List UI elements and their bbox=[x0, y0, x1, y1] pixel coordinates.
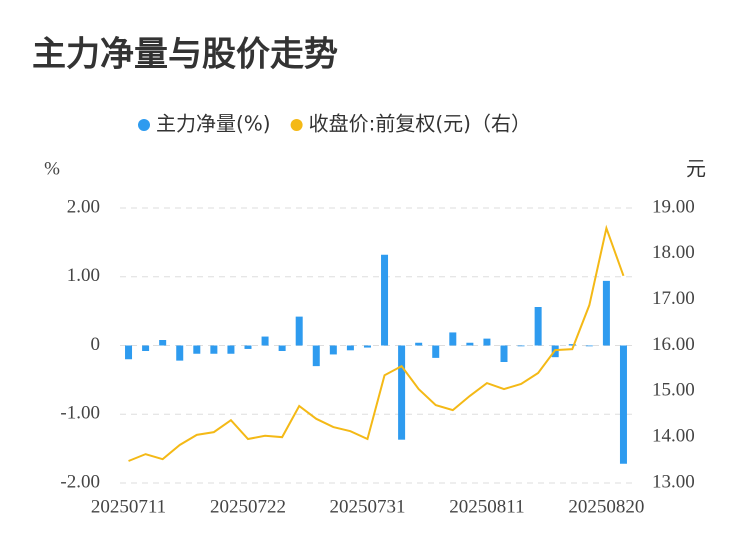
y2-axis-unit: 元 bbox=[686, 157, 706, 181]
x-tick-label: 20250731 bbox=[329, 496, 405, 517]
bar bbox=[483, 338, 491, 346]
bar bbox=[159, 340, 167, 346]
legend-label: 主力净量(%) bbox=[156, 112, 271, 136]
bar bbox=[619, 345, 627, 464]
y2-tick-label: 16.00 bbox=[652, 334, 695, 355]
y-tick-label: 2.00 bbox=[67, 196, 100, 217]
line bbox=[128, 224, 625, 462]
bar bbox=[329, 345, 337, 355]
y-axis-unit: % bbox=[44, 158, 60, 179]
bar bbox=[210, 345, 218, 354]
y-tick-label: -2.00 bbox=[60, 471, 100, 492]
bar bbox=[568, 344, 576, 346]
bar bbox=[432, 345, 440, 358]
bar bbox=[312, 345, 320, 367]
x-tick-label: 20250820 bbox=[568, 496, 644, 517]
y2-tick-label: 17.00 bbox=[652, 288, 695, 309]
bar bbox=[381, 254, 389, 346]
bar bbox=[295, 316, 303, 346]
bar bbox=[261, 336, 269, 346]
bar bbox=[449, 332, 457, 346]
bar bbox=[500, 345, 508, 362]
chart-title: 主力净量与股价走势 bbox=[32, 35, 338, 75]
bar bbox=[398, 345, 406, 440]
bar bbox=[517, 345, 525, 347]
bar bbox=[466, 342, 474, 346]
bar bbox=[534, 307, 542, 346]
bar bbox=[227, 345, 235, 354]
x-tick-label: 20250711 bbox=[91, 496, 166, 517]
legend-marker bbox=[290, 119, 303, 131]
y2-tick-label: 14.00 bbox=[652, 426, 695, 447]
bar bbox=[602, 280, 610, 346]
bar bbox=[244, 345, 252, 349]
bar bbox=[363, 345, 371, 348]
bar bbox=[125, 345, 133, 360]
bar bbox=[415, 342, 423, 346]
y-tick-label: 1.00 bbox=[67, 265, 100, 286]
y2-tick-label: 13.00 bbox=[652, 471, 695, 492]
y2-tick-label: 19.00 bbox=[652, 196, 695, 217]
y-tick-label: 0 bbox=[91, 334, 101, 355]
bar bbox=[278, 345, 286, 351]
bar bbox=[585, 345, 593, 347]
bar bbox=[193, 345, 201, 354]
bar bbox=[142, 345, 150, 351]
y2-tick-label: 15.00 bbox=[652, 380, 695, 401]
legend-marker bbox=[138, 119, 150, 131]
bar bbox=[346, 345, 354, 351]
legend-label: 收盘价:前复权(元)（右） bbox=[309, 112, 531, 136]
bar bbox=[176, 345, 184, 361]
x-tick-label: 20250811 bbox=[449, 496, 524, 517]
y2-tick-label: 18.00 bbox=[652, 242, 695, 263]
y-tick-label: -1.00 bbox=[60, 403, 100, 424]
x-tick-label: 20250722 bbox=[210, 496, 286, 517]
